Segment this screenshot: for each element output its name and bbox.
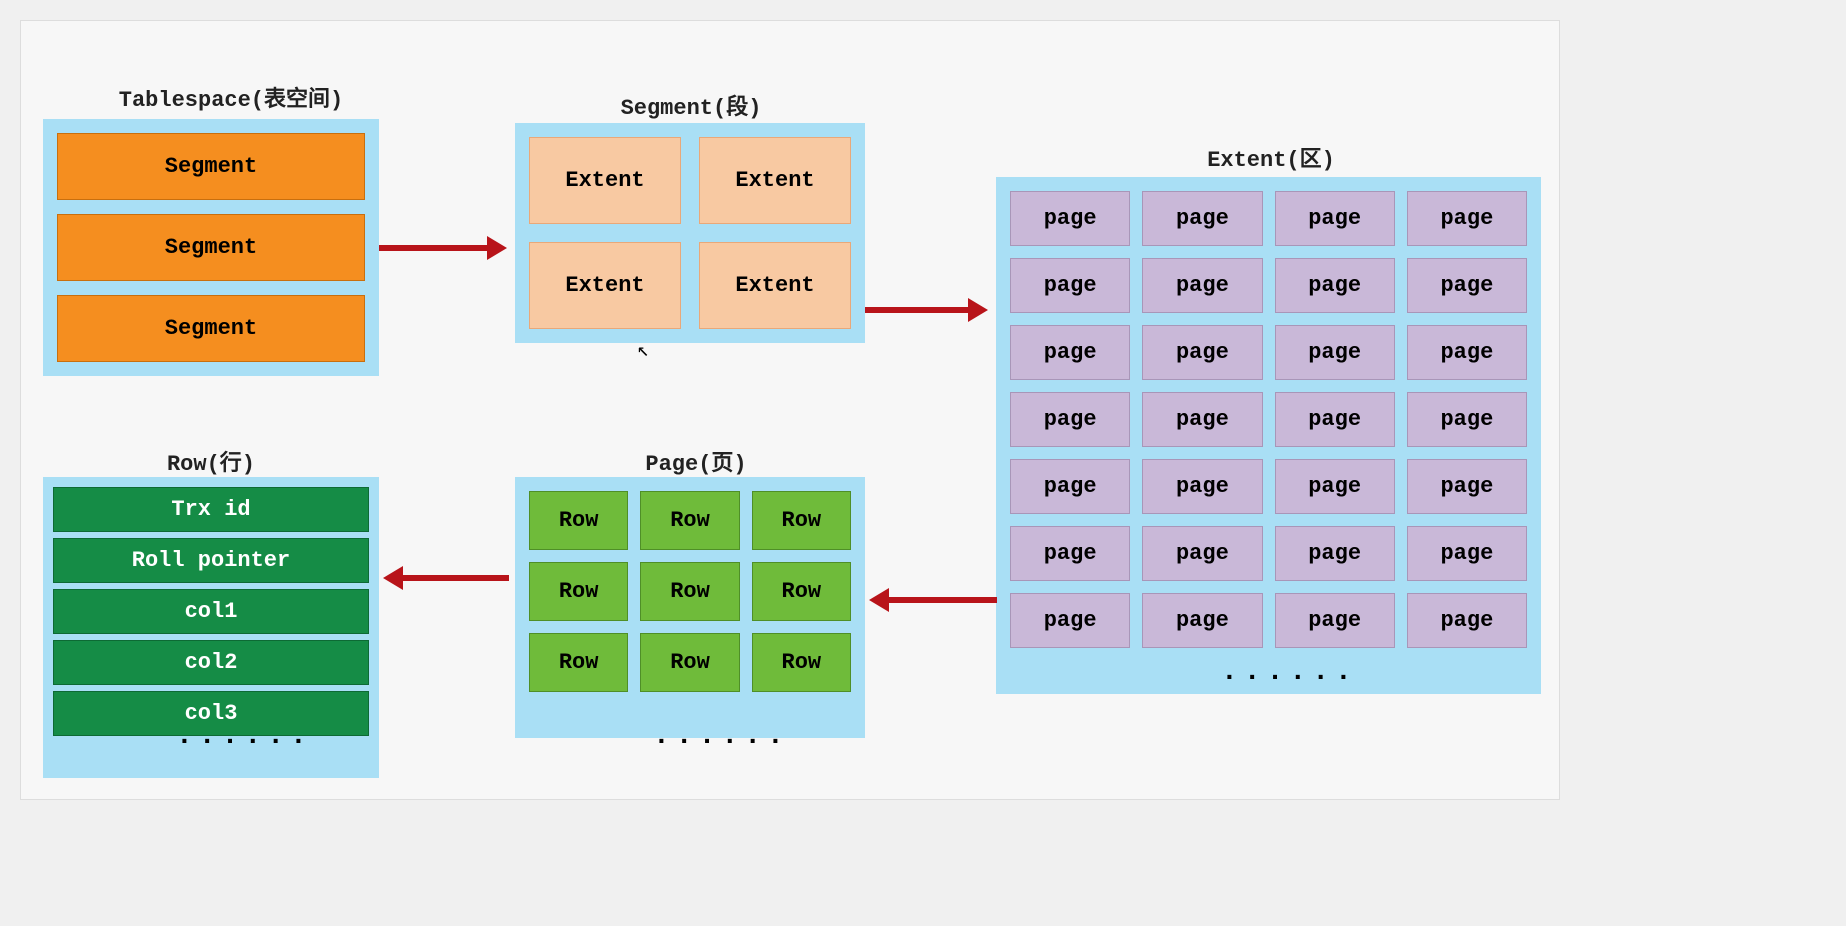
extent-item: Extent — [529, 242, 681, 329]
page-item: page — [1142, 392, 1262, 447]
field-item: Roll pointer — [53, 538, 369, 583]
row-item: Row — [752, 562, 851, 621]
page-item: page — [1407, 325, 1527, 380]
page-item: page — [1407, 191, 1527, 246]
page-item: page — [1407, 392, 1527, 447]
page-item: page — [1407, 593, 1527, 648]
extent-ellipsis: ...... — [1221, 657, 1358, 688]
page-item: page — [1407, 258, 1527, 313]
extent-item: Extent — [699, 242, 851, 329]
page-item: page — [1275, 258, 1395, 313]
row-item: Row — [640, 633, 739, 692]
page-item: page — [1275, 392, 1395, 447]
row-ellipsis: ...... — [176, 721, 313, 752]
page-item: page — [1407, 459, 1527, 514]
page-item: page — [1010, 593, 1130, 648]
page-item: page — [1010, 325, 1130, 380]
extent-panel: pagepagepagepagepagepagepagepagepagepage… — [996, 177, 1541, 694]
row-item: Row — [752, 491, 851, 550]
page-item: page — [1275, 526, 1395, 581]
page-item: page — [1142, 325, 1262, 380]
tablespace-panel: Segment Segment Segment — [43, 119, 379, 376]
page-ellipsis: ...... — [653, 721, 790, 752]
page-item: page — [1275, 593, 1395, 648]
row-title: Row(行) — [141, 445, 281, 477]
arrow-extent-page — [887, 597, 997, 603]
field-item: Trx id — [53, 487, 369, 532]
page-item: page — [1275, 459, 1395, 514]
extent-title: Extent(区) — [1171, 141, 1371, 173]
page-item: page — [1142, 191, 1262, 246]
field-item: col1 — [53, 589, 369, 634]
page-grid: pagepagepagepagepagepagepagepagepagepage… — [1010, 191, 1527, 648]
page-item: page — [1407, 526, 1527, 581]
row-grid: RowRowRowRowRowRowRowRowRow — [529, 491, 851, 692]
diagram-canvas: Tablespace(表空间) Segment Segment Segment … — [20, 20, 1560, 800]
page-item: page — [1010, 392, 1130, 447]
row-item: Row — [529, 562, 628, 621]
page-item: page — [1010, 191, 1130, 246]
page-item: page — [1275, 325, 1395, 380]
field-list: Trx idRoll pointercol1col2col3 — [53, 487, 369, 736]
segment-title: Segment(段) — [601, 89, 781, 121]
page-item: page — [1010, 459, 1130, 514]
row-item: Row — [529, 633, 628, 692]
field-item: col2 — [53, 640, 369, 685]
extent-item: Extent — [699, 137, 851, 224]
page-item: page — [1275, 191, 1395, 246]
row-item: Row — [640, 562, 739, 621]
tablespace-title: Tablespace(表空间) — [91, 81, 371, 113]
page-item: page — [1142, 459, 1262, 514]
page-item: page — [1142, 526, 1262, 581]
segment-item: Segment — [57, 295, 365, 362]
extent-item: Extent — [529, 137, 681, 224]
arrow-tablespace-segment — [379, 245, 489, 251]
page-item: page — [1010, 258, 1130, 313]
segment-item: Segment — [57, 214, 365, 281]
cursor-icon: ↖ — [637, 337, 649, 363]
segment-panel: Extent Extent Extent Extent — [515, 123, 865, 343]
arrow-page-row — [401, 575, 509, 581]
extent-grid: Extent Extent Extent Extent — [529, 137, 851, 329]
page-title: Page(页) — [626, 445, 766, 477]
page-item: page — [1142, 258, 1262, 313]
row-item: Row — [640, 491, 739, 550]
page-item: page — [1142, 593, 1262, 648]
row-item: Row — [752, 633, 851, 692]
page-item: page — [1010, 526, 1130, 581]
row-item: Row — [529, 491, 628, 550]
segment-item: Segment — [57, 133, 365, 200]
arrow-segment-extent — [865, 307, 970, 313]
page-panel: RowRowRowRowRowRowRowRowRow — [515, 477, 865, 738]
